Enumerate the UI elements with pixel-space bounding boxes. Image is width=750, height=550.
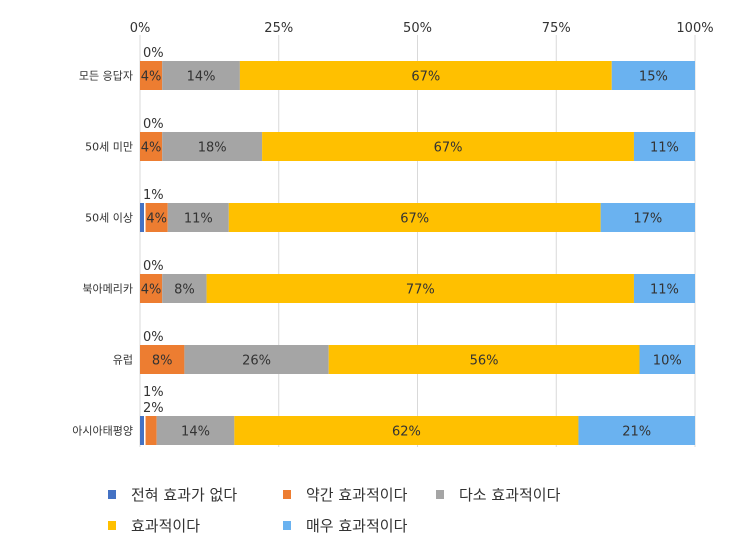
x-tick-label: 25% [264,21,293,36]
bar-segment [239,61,612,90]
x-axis-ticks: 0% 25% 50% 75% 100% [130,21,714,36]
bar-segment [578,416,695,445]
bar-segment [633,132,695,161]
data-label: 0% [143,117,164,132]
bar-segment [140,203,144,232]
category-label: 50세 이상 [85,212,133,225]
bar-segment [156,416,235,445]
bar-segment [167,203,229,232]
bar-segment [262,132,634,161]
bar-segment [633,274,695,303]
x-tick-label: 0% [130,21,151,36]
bar-segment [140,345,185,374]
legend-label: 전혀 효과가 없다 [131,486,237,504]
category-label: 유럽 [113,353,133,367]
category-label: 아시아태평양 [72,425,133,438]
data-label: 0% [143,330,164,345]
bar-segment [145,416,157,445]
data-label: 67% [400,212,429,227]
data-label: 17% [633,212,662,227]
data-label: 11% [184,212,213,227]
bars: 0% 4% 14% 67% 15% 0% 4% 18% 67% 11% 1% 4% 11% 67% 17% 0… [140,46,695,445]
data-label: 21% [622,425,651,440]
bar-segment [611,61,695,90]
data-label: 67% [411,70,440,85]
x-tick-label: 50% [403,21,432,36]
bar-segment [328,345,640,374]
data-label: 0% [143,259,164,274]
data-label: 14% [187,70,216,85]
data-label: 26% [242,354,271,369]
legend-swatch [108,521,116,530]
legend-swatch [436,490,444,499]
legend-label: 매우 효과적이다 [306,517,408,535]
data-label: 11% [650,141,679,156]
bar-segment [162,61,240,90]
data-label: 56% [470,354,499,369]
x-tick-label: 75% [542,21,571,36]
data-label: 0% [143,46,164,61]
x-tick-label: 100% [676,21,713,36]
data-label: 14% [181,425,210,440]
legend-swatch [283,490,291,499]
bar-segment [206,274,634,303]
bar-segment [184,345,329,374]
bar-segment [639,345,695,374]
data-label: 2% [143,401,164,416]
legend-swatch [283,521,291,530]
data-label: 15% [639,70,668,85]
legend-label: 약간 효과적이다 [306,486,408,504]
data-label: 4% [146,212,167,227]
data-label: 8% [174,283,195,298]
data-label: 8% [152,354,173,369]
category-label: 50세 미만 [85,141,133,154]
bar-segment [140,132,163,161]
data-label: 11% [650,283,679,298]
data-label: 4% [141,141,162,156]
data-label: 10% [653,354,682,369]
bar-segment [162,274,207,303]
bar-segment [140,416,144,445]
bar-segment [140,61,163,90]
bar-segment [140,274,163,303]
bar-segment [228,203,601,232]
bar-segment [600,203,695,232]
legend-label: 효과적이다 [131,517,200,535]
bar-segment [162,132,263,161]
bar-segment [234,416,579,445]
data-label: 4% [141,70,162,85]
data-label: 1% [143,188,164,203]
category-label: 모든 응답자 [79,70,133,83]
data-label: 4% [141,283,162,298]
data-label: 18% [198,141,227,156]
data-label: 77% [406,283,435,298]
legend-label: 다소 효과적이다 [459,486,561,504]
data-label: 1% [143,385,164,400]
category-label: 북아메리카 [82,283,133,296]
data-label: 67% [434,141,463,156]
grid-lines [139,35,696,447]
legend-swatch [108,490,116,499]
bar-segment [145,203,168,232]
data-label: 62% [392,425,421,440]
